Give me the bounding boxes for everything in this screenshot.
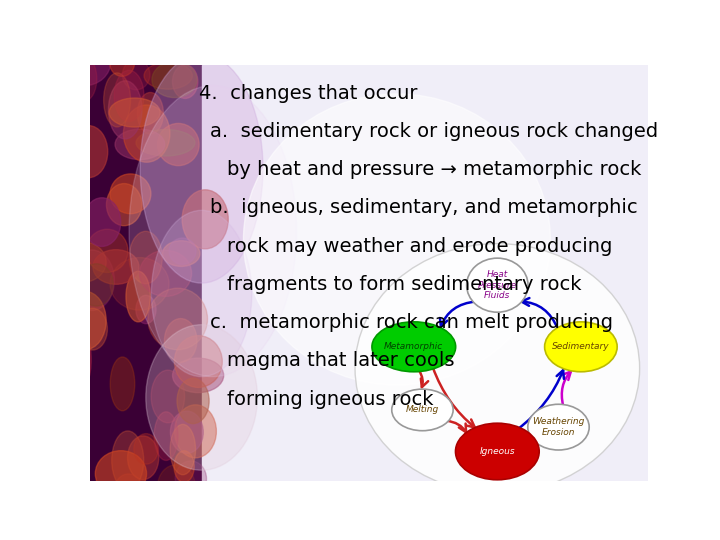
Ellipse shape bbox=[163, 241, 200, 266]
Ellipse shape bbox=[78, 308, 107, 350]
Ellipse shape bbox=[158, 465, 195, 507]
Ellipse shape bbox=[372, 322, 456, 372]
Ellipse shape bbox=[151, 370, 184, 423]
Ellipse shape bbox=[64, 292, 106, 350]
Ellipse shape bbox=[107, 184, 142, 226]
Ellipse shape bbox=[58, 241, 107, 282]
Text: 4.  changes that occur: 4. changes that occur bbox=[199, 84, 418, 103]
Text: Metamorphic: Metamorphic bbox=[384, 342, 444, 352]
Ellipse shape bbox=[456, 423, 539, 480]
Text: Sedimentary: Sedimentary bbox=[552, 342, 610, 352]
Ellipse shape bbox=[171, 411, 203, 454]
Ellipse shape bbox=[140, 55, 263, 283]
Ellipse shape bbox=[175, 461, 207, 496]
Ellipse shape bbox=[134, 434, 158, 464]
Text: Heat
Pressure
Fluids: Heat Pressure Fluids bbox=[478, 271, 517, 300]
Ellipse shape bbox=[69, 250, 114, 310]
Ellipse shape bbox=[138, 92, 163, 134]
Bar bbox=[202, 65, 648, 481]
Ellipse shape bbox=[126, 271, 150, 322]
Ellipse shape bbox=[109, 98, 160, 127]
Ellipse shape bbox=[173, 65, 198, 98]
Ellipse shape bbox=[144, 62, 192, 89]
Ellipse shape bbox=[79, 264, 113, 306]
Ellipse shape bbox=[355, 244, 639, 493]
Ellipse shape bbox=[528, 404, 589, 450]
Ellipse shape bbox=[169, 238, 196, 265]
Ellipse shape bbox=[57, 37, 111, 86]
Ellipse shape bbox=[182, 190, 228, 249]
Ellipse shape bbox=[392, 389, 453, 431]
Ellipse shape bbox=[173, 358, 224, 393]
Text: c.  metamorphic rock can melt producing: c. metamorphic rock can melt producing bbox=[210, 313, 613, 332]
Ellipse shape bbox=[164, 319, 197, 362]
Text: magma that later cools: magma that later cools bbox=[227, 352, 454, 370]
Ellipse shape bbox=[115, 474, 142, 500]
Ellipse shape bbox=[110, 357, 135, 411]
Ellipse shape bbox=[109, 81, 142, 139]
Ellipse shape bbox=[467, 258, 528, 312]
Ellipse shape bbox=[70, 126, 108, 178]
Ellipse shape bbox=[83, 198, 121, 246]
Text: Igneous: Igneous bbox=[480, 447, 515, 456]
Ellipse shape bbox=[110, 258, 169, 310]
Text: rock may weather and erode producing: rock may weather and erode producing bbox=[227, 237, 612, 255]
Ellipse shape bbox=[114, 70, 144, 122]
Ellipse shape bbox=[151, 210, 252, 377]
Ellipse shape bbox=[127, 436, 158, 480]
Ellipse shape bbox=[243, 94, 550, 385]
Ellipse shape bbox=[122, 59, 150, 90]
Ellipse shape bbox=[95, 451, 147, 497]
Ellipse shape bbox=[123, 105, 170, 162]
Ellipse shape bbox=[148, 288, 207, 350]
Ellipse shape bbox=[154, 412, 178, 461]
Ellipse shape bbox=[174, 451, 194, 482]
Ellipse shape bbox=[136, 295, 156, 323]
Text: b.  igneous, sedimentary, and metamorphic: b. igneous, sedimentary, and metamorphic bbox=[210, 198, 638, 217]
Ellipse shape bbox=[544, 322, 617, 372]
Ellipse shape bbox=[170, 424, 196, 475]
Ellipse shape bbox=[86, 230, 128, 273]
Ellipse shape bbox=[129, 85, 297, 377]
Text: Melting: Melting bbox=[406, 406, 439, 414]
Ellipse shape bbox=[177, 378, 209, 423]
Ellipse shape bbox=[145, 325, 258, 470]
Text: fragments to form sedimentary rock: fragments to form sedimentary rock bbox=[227, 275, 581, 294]
Ellipse shape bbox=[136, 130, 195, 156]
Ellipse shape bbox=[104, 73, 130, 127]
Ellipse shape bbox=[110, 174, 151, 214]
Ellipse shape bbox=[115, 129, 165, 160]
Ellipse shape bbox=[109, 50, 135, 76]
Ellipse shape bbox=[112, 431, 144, 490]
Ellipse shape bbox=[129, 231, 162, 284]
Ellipse shape bbox=[175, 405, 217, 458]
Text: forming igneous rock: forming igneous rock bbox=[227, 389, 433, 409]
Text: Weathering
Erosion: Weathering Erosion bbox=[532, 417, 585, 437]
Ellipse shape bbox=[174, 336, 222, 387]
Ellipse shape bbox=[70, 329, 91, 390]
Ellipse shape bbox=[93, 249, 139, 284]
Bar bbox=[90, 65, 202, 481]
Ellipse shape bbox=[152, 62, 197, 98]
Ellipse shape bbox=[140, 251, 192, 296]
Text: by heat and pressure → metamorphic rock: by heat and pressure → metamorphic rock bbox=[227, 160, 641, 179]
Text: a.  sedimentary rock or igneous rock changed: a. sedimentary rock or igneous rock chan… bbox=[210, 122, 658, 141]
Ellipse shape bbox=[73, 57, 96, 101]
Ellipse shape bbox=[158, 124, 199, 166]
